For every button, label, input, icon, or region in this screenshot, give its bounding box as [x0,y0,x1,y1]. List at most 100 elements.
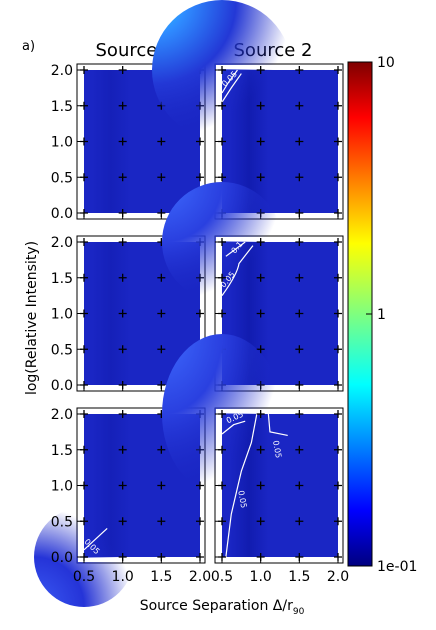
sample-point-marker [256,173,265,182]
x-tick-label: 0.5 [211,569,233,585]
figure-label: a) [22,39,35,54]
sample-point-marker [196,173,204,182]
colorbar-tick-label: 1 [377,307,386,323]
heatmap-panels: 0.00.51.01.52.0 0.050.00.51.01.52.00.050.… [34,0,349,607]
sample-point-marker [256,445,265,454]
sample-point-marker [196,517,204,526]
x-tick-label: 0.5 [73,569,95,585]
panel-r0-c1: 0.05 [152,0,344,220]
sample-point-marker [256,137,265,146]
sample-point-marker [118,238,127,246]
x-axis-label: Source Separation Δ/r90 [140,598,305,617]
panel-margin [216,237,342,241]
sample-point-marker [295,273,304,282]
y-tick-label: 2.0 [51,63,73,79]
sample-point-marker [256,345,265,354]
x-tick-label: 1.0 [250,569,272,585]
sample-point-marker [334,517,342,526]
colorbar: 1e-01 1 10 [347,55,417,575]
sample-point-marker [256,410,265,418]
y-tick-label: 0.0 [51,550,73,566]
sample-point-marker [157,273,166,282]
x-axis-label-subscript: 90 [293,607,305,617]
panel-margin [216,558,342,562]
panel-r1-c1: 0.050.1 [162,182,344,392]
contour-label: 0.05 [236,490,248,509]
panel-margin [216,214,342,218]
x-tick-label: 1.5 [150,569,172,585]
contour-line [221,69,238,94]
sample-point-marker [295,481,304,490]
y-tick-label: 0.0 [51,378,73,394]
sample-point-marker [256,101,265,110]
y-tick-label: 1.5 [51,271,73,287]
sample-point-marker [256,273,265,282]
sample-point-marker [157,445,166,454]
sample-point-marker [256,481,265,490]
sample-point-marker [256,309,265,318]
contour-line [225,413,258,558]
sample-point-marker [295,173,304,182]
sample-point-marker [118,137,127,146]
y-tick-label: 1.0 [51,307,73,323]
sample-point-marker [256,66,265,74]
y-tick-label: 0.5 [51,514,73,530]
sample-point-marker [295,410,304,418]
panel-margin [216,386,342,390]
sample-point-marker [118,173,127,182]
colorbar-tick-label: 1e-01 [377,559,417,575]
sample-point-marker [295,345,304,354]
sample-point-marker [334,173,342,182]
sample-point-marker [334,345,342,354]
sample-point-marker [196,137,204,146]
sample-point-marker [256,517,265,526]
sample-point-marker [295,445,304,454]
panel-r2-c1: 0.050.050.050.5 1.0 1.5 2.0 [162,334,349,585]
y-tick-label: 1.5 [51,99,73,115]
sample-point-marker [334,273,342,282]
sample-point-marker [295,101,304,110]
sample-point-marker [295,137,304,146]
x-axis-label-main: Source Separation Δ/r [140,598,293,614]
panel-margin [78,237,204,241]
y-tick-label: 1.5 [51,443,73,459]
contour-line [267,413,288,437]
sample-point-marker [196,309,204,318]
sample-point-marker [334,101,342,110]
x-tick-label: 2.0 [189,569,211,585]
y-tick-label: 0.5 [51,342,73,358]
sample-point-marker [334,445,342,454]
sample-point-marker [295,517,304,526]
sample-point-marker [118,101,127,110]
sample-point-marker [334,410,342,418]
sample-point-marker [334,309,342,318]
contour-line [221,73,242,103]
colorbar-ticks: 1e-01 1 10 [366,55,417,575]
sample-point-marker [295,238,304,246]
sample-point-marker [118,445,127,454]
contour-line [221,420,246,435]
sample-point-marker [118,481,127,490]
sample-point-marker [157,309,166,318]
contour-line [221,245,254,296]
sample-point-marker [295,66,304,74]
sample-point-marker [334,66,342,74]
x-tick-label: 1.0 [112,569,134,585]
contour-line [83,527,108,551]
contour-label: 0.05 [271,440,283,459]
y-tick-label: 0.0 [51,206,73,222]
sample-point-marker [118,66,127,74]
colorbar-tick-label: 10 [377,55,395,71]
y-tick-label: 2.0 [51,235,73,251]
sample-point-marker [118,309,127,318]
sample-point-marker [157,173,166,182]
sample-point-marker [256,238,265,246]
panel-margin [78,214,204,218]
y-axis-label: log(Relative Intensity) [24,241,40,395]
sample-point-marker [334,137,342,146]
sample-point-marker [334,238,342,246]
y-tick-label: 0.5 [51,170,73,186]
sample-point-marker [157,345,166,354]
panel-margin [78,409,204,413]
